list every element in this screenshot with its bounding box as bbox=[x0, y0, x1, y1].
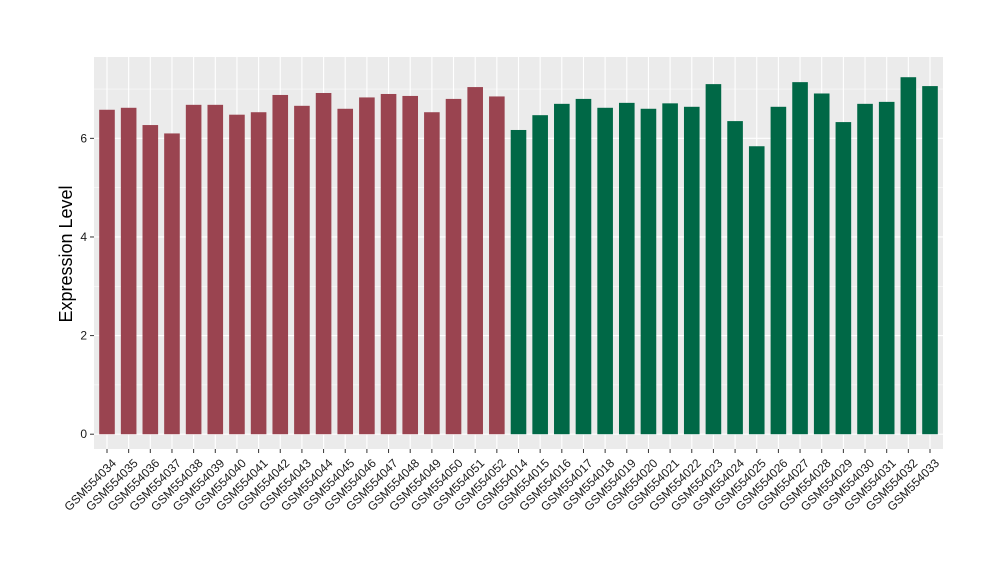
bar-GSM554028 bbox=[813, 93, 830, 435]
bar-GSM554038 bbox=[185, 104, 202, 435]
bar-GSM554021 bbox=[662, 103, 678, 435]
bar-GSM554050 bbox=[445, 98, 462, 435]
bar-GSM554017 bbox=[575, 98, 592, 435]
bar-GSM554027 bbox=[792, 82, 808, 435]
bar-GSM554023 bbox=[705, 84, 722, 435]
bar-GSM554026 bbox=[770, 106, 787, 435]
bar-GSM554022 bbox=[683, 106, 700, 435]
bars bbox=[99, 77, 938, 435]
bar-GSM554040 bbox=[229, 114, 245, 435]
bar-GSM554035 bbox=[120, 107, 137, 435]
y-tick-label: 2 bbox=[80, 329, 87, 343]
bar-GSM554041 bbox=[250, 112, 267, 435]
x-axis: GSM554034GSM554035GSM554036GSM554037GSM5… bbox=[62, 449, 942, 514]
bar-GSM554015 bbox=[532, 115, 548, 435]
bar-GSM554030 bbox=[857, 103, 873, 435]
bar-GSM554032 bbox=[900, 77, 917, 435]
bar-GSM554016 bbox=[554, 103, 570, 435]
y-axis-title: Expression Level bbox=[56, 185, 76, 322]
y-axis: 0 2 4 6 bbox=[80, 131, 94, 441]
bar-GSM554018 bbox=[597, 107, 613, 435]
bar-GSM554019 bbox=[618, 102, 635, 435]
bar-GSM554034 bbox=[99, 109, 115, 435]
bar-GSM554044 bbox=[315, 92, 332, 435]
bar-GSM554025 bbox=[748, 146, 765, 435]
bar-GSM554039 bbox=[207, 104, 224, 435]
bar-GSM554045 bbox=[337, 108, 354, 435]
bar-GSM554029 bbox=[835, 122, 852, 435]
bar-GSM554024 bbox=[727, 121, 743, 435]
bar-GSM554047 bbox=[380, 93, 397, 435]
bar-GSM554014 bbox=[510, 129, 527, 435]
bar-GSM554042 bbox=[272, 94, 289, 435]
bar-GSM554037 bbox=[164, 133, 180, 435]
bar-GSM554046 bbox=[359, 97, 375, 435]
bar-GSM554020 bbox=[640, 108, 657, 435]
bar-GSM554048 bbox=[402, 95, 419, 435]
bar-GSM554049 bbox=[424, 112, 440, 435]
bar-GSM554036 bbox=[142, 125, 159, 435]
bar-GSM554043 bbox=[294, 105, 310, 435]
bar-GSM554031 bbox=[878, 101, 895, 435]
bar-GSM554033 bbox=[922, 86, 938, 435]
y-tick-label: 4 bbox=[80, 230, 87, 244]
y-tick-label: 6 bbox=[80, 131, 87, 145]
bar-GSM554051 bbox=[467, 87, 483, 435]
y-tick-label: 0 bbox=[80, 427, 87, 441]
bar-GSM554052 bbox=[489, 96, 505, 435]
